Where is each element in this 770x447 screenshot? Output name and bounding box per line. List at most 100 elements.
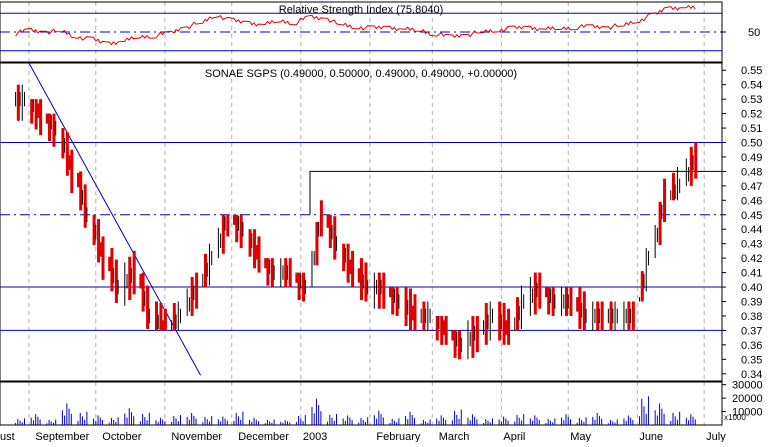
price-bar — [600, 301, 604, 331]
x-tick-label: May — [570, 431, 591, 442]
price-bar — [507, 308, 511, 345]
price-tick-label: 0.38 — [741, 311, 762, 323]
price-bar — [364, 262, 368, 302]
price-bar — [61, 128, 65, 159]
price-bar — [348, 259, 352, 275]
price-bar — [34, 99, 38, 130]
price-bar — [658, 201, 662, 246]
price-bar — [409, 288, 413, 331]
rsi-title: Relative Strength Index (75.8040) — [279, 4, 444, 16]
price-bar — [640, 271, 644, 302]
price-bar — [110, 248, 114, 292]
price-bar — [538, 272, 542, 309]
price-bar — [70, 149, 74, 194]
price-bar — [351, 250, 355, 288]
price-bar — [413, 294, 417, 331]
price-tick-label: 0.37 — [741, 325, 762, 337]
price-bar — [453, 330, 457, 358]
price-bar — [239, 214, 243, 249]
price-bar — [39, 99, 43, 136]
price-bar — [97, 219, 101, 263]
price-bar — [377, 272, 381, 309]
price-bar — [190, 276, 194, 316]
price-bar — [108, 256, 112, 272]
price-bar — [391, 287, 395, 315]
price-bar — [689, 146, 693, 186]
price-bar — [264, 258, 268, 269]
price-bar — [475, 315, 479, 353]
price-bar — [360, 258, 363, 301]
price-bar — [204, 253, 208, 288]
price-bar — [139, 274, 143, 289]
price-panel-frame — [0, 62, 723, 382]
price-bar — [295, 272, 299, 283]
x-tick-label: October — [102, 431, 141, 442]
price-bar — [440, 315, 444, 345]
price-tick-label: 0.40 — [741, 282, 762, 294]
price-bar — [576, 297, 580, 312]
price-bar — [101, 236, 105, 280]
resistance-line — [309, 170, 722, 215]
price-bar — [45, 113, 49, 124]
x-tick-label: March — [439, 431, 470, 442]
price-bar — [76, 172, 80, 188]
price-bar — [404, 287, 408, 327]
x-tick-label: ust — [0, 431, 15, 442]
price-tick-label: 0.48 — [741, 166, 762, 178]
price-tick-label: 0.54 — [741, 80, 762, 92]
price-bar — [159, 302, 163, 331]
x-tick-label: September — [35, 431, 89, 442]
price-bar — [342, 243, 346, 272]
price-bar — [30, 99, 34, 124]
price-bar — [99, 242, 103, 257]
price-bar — [79, 171, 83, 211]
price-bar — [694, 142, 698, 179]
price-bar — [226, 214, 230, 237]
price-bar — [65, 132, 69, 176]
price-bar — [195, 272, 199, 309]
volume-tick-label: 20000 — [732, 393, 763, 405]
price-bar — [382, 272, 386, 309]
price-bar — [163, 308, 167, 331]
price-bar — [255, 245, 259, 260]
price-bar — [92, 214, 96, 246]
price-bar — [253, 229, 257, 269]
volume-tick-label: 30000 — [732, 380, 763, 392]
price-bar — [288, 258, 292, 288]
price-bar — [578, 287, 582, 329]
price-bar — [114, 259, 118, 303]
price-bar — [451, 330, 455, 341]
price-bar — [235, 214, 239, 243]
price-bar — [565, 287, 569, 316]
price-bar — [422, 301, 426, 331]
price-bar — [257, 236, 261, 273]
x-tick-label: 2003 — [303, 431, 327, 442]
price-bar — [596, 301, 600, 331]
x-tick-label: December — [238, 431, 289, 442]
price-bar — [631, 301, 635, 331]
price-bar — [52, 113, 56, 147]
price-tick-label: 0.34 — [741, 369, 762, 381]
price-tick-label: 0.46 — [741, 195, 762, 207]
price-bar — [582, 291, 586, 331]
price-bar — [498, 301, 502, 341]
price-tick-label: 0.52 — [741, 109, 762, 121]
volume-unit-label: x1000 — [724, 413, 746, 422]
price-bar — [458, 330, 462, 360]
price-bar — [270, 258, 274, 288]
price-bar — [161, 320, 165, 331]
volume-tick-label: 10000 — [732, 407, 763, 419]
price-bar — [248, 229, 252, 257]
price-bar — [515, 297, 519, 331]
price-tick-label: 0.41 — [741, 268, 762, 280]
x-tick-label: November — [171, 431, 222, 442]
price-tick-label: 0.44 — [741, 224, 762, 236]
price-bar — [16, 84, 20, 121]
price-bar — [547, 287, 551, 315]
price-bar — [328, 214, 332, 249]
price-bar — [444, 315, 448, 345]
price-bar — [36, 103, 40, 118]
price-tick-label: 0.50 — [741, 138, 762, 150]
